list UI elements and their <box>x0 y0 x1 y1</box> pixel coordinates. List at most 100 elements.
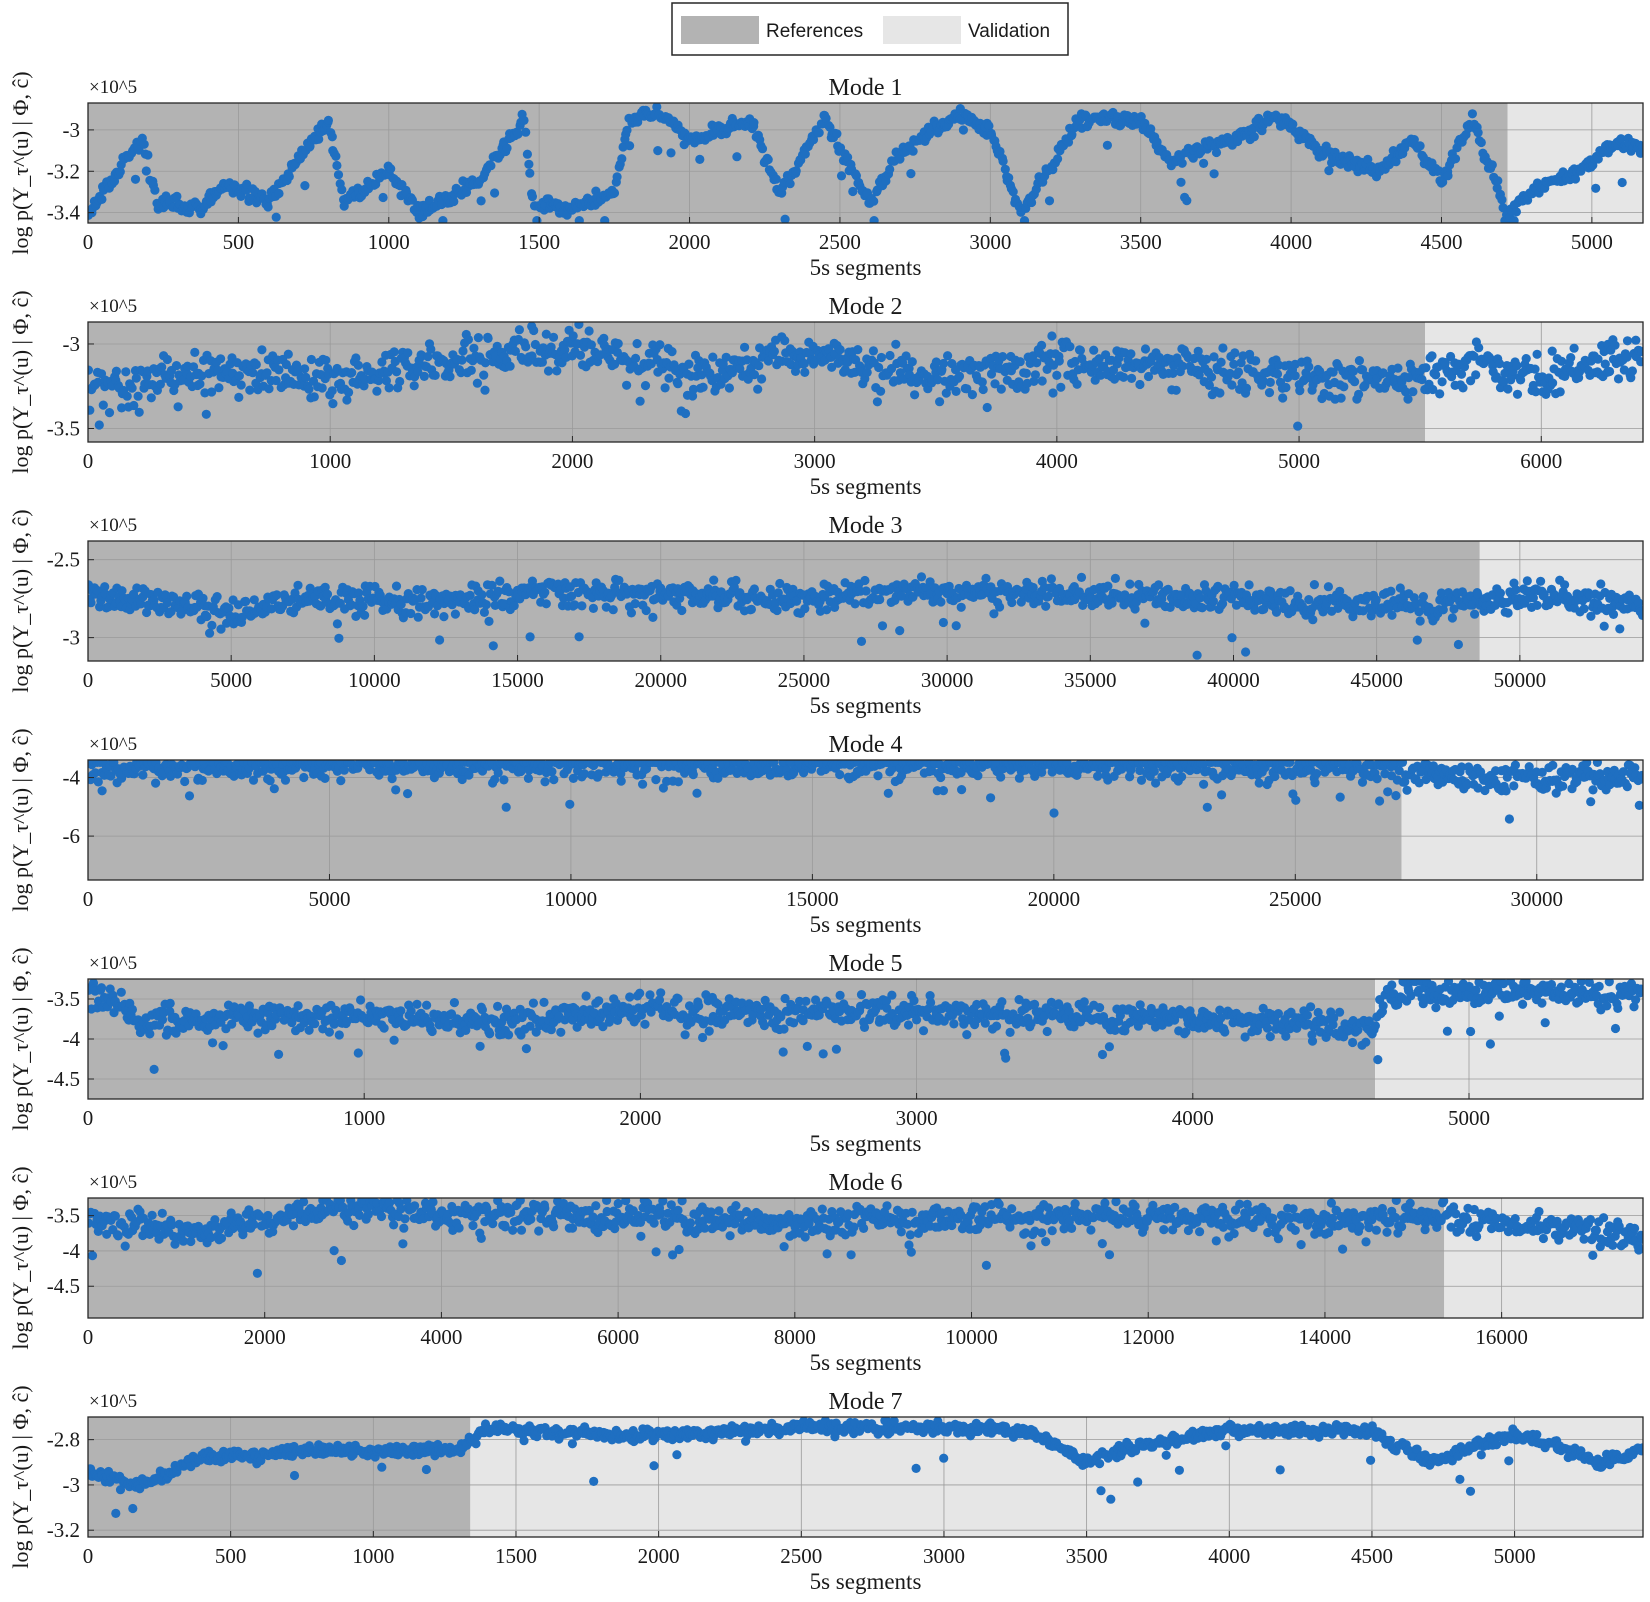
data-point <box>316 601 326 611</box>
data-point <box>1537 767 1547 778</box>
data-point <box>740 342 750 352</box>
data-point <box>577 601 587 611</box>
data-point <box>1323 582 1333 592</box>
data-point <box>530 339 541 350</box>
data-point <box>1102 140 1112 150</box>
data-point <box>115 167 125 177</box>
data-point <box>274 1049 284 1059</box>
data-point <box>614 575 624 586</box>
data-point <box>869 196 879 206</box>
data-point <box>493 768 503 778</box>
plot-frame <box>87 321 1644 443</box>
data-point <box>504 1030 514 1040</box>
data-point <box>1093 771 1103 781</box>
data-point <box>1435 389 1445 399</box>
data-point <box>162 354 172 365</box>
data-point <box>1065 342 1075 352</box>
data-point <box>1473 783 1483 793</box>
data-point <box>93 777 103 787</box>
data-point <box>274 365 284 375</box>
data-point <box>136 599 146 609</box>
data-point <box>1076 572 1087 583</box>
data-point <box>1348 612 1358 622</box>
data-point <box>876 352 887 363</box>
data-point <box>821 113 831 123</box>
data-point <box>933 375 943 385</box>
data-point <box>207 387 217 397</box>
data-point <box>612 347 623 357</box>
x-tick-label: 30000 <box>1511 887 1564 911</box>
data-point <box>403 789 413 799</box>
data-point <box>360 610 370 620</box>
data-point <box>381 376 391 386</box>
data-point <box>1473 590 1483 600</box>
data-point <box>116 987 126 997</box>
data-point <box>171 361 182 371</box>
data-point <box>1436 588 1446 598</box>
data-point <box>251 359 261 370</box>
data-point <box>1592 760 1602 767</box>
data-point <box>1572 777 1582 787</box>
data-point <box>450 609 460 619</box>
data-point <box>941 388 951 398</box>
data-point <box>419 371 429 381</box>
data-point <box>1354 356 1364 366</box>
plot-frame <box>87 102 1644 224</box>
data-point <box>1308 615 1318 625</box>
data-point <box>1047 331 1057 341</box>
x-tick-label: 20000 <box>1028 887 1081 911</box>
data-point <box>483 333 493 343</box>
data-point <box>1428 761 1438 771</box>
data-point <box>274 188 284 199</box>
x-tick-label: 3000 <box>969 230 1011 254</box>
data-point <box>522 149 533 159</box>
data-point <box>709 575 719 585</box>
data-point <box>556 1027 566 1037</box>
data-point <box>378 192 388 203</box>
data-point <box>1501 786 1511 796</box>
x-tick-label: 25000 <box>1269 887 1322 911</box>
y-tick-label: -3.5 <box>47 416 80 440</box>
data-point <box>1497 195 1507 205</box>
data-point <box>449 998 459 1008</box>
data-point <box>1258 376 1268 386</box>
data-point <box>339 765 349 775</box>
data-point <box>477 590 487 600</box>
data-point <box>1140 344 1151 354</box>
data-point <box>771 174 781 184</box>
data-point <box>677 605 687 616</box>
data-point <box>505 361 515 371</box>
data-point <box>584 326 594 336</box>
data-point <box>1417 374 1427 385</box>
data-point <box>1309 580 1319 590</box>
data-point <box>430 370 440 380</box>
data-point <box>1027 197 1037 208</box>
data-point <box>1476 137 1486 148</box>
data-point <box>344 387 354 397</box>
data-point <box>151 778 161 788</box>
data-point <box>1391 157 1401 167</box>
data-point <box>1453 639 1463 650</box>
data-point <box>1198 760 1208 770</box>
data-point <box>693 363 703 373</box>
data-point <box>1199 779 1209 789</box>
data-point <box>201 409 211 419</box>
data-point <box>763 155 773 165</box>
data-point <box>835 770 845 780</box>
data-point <box>424 195 434 205</box>
data-point <box>1462 780 1472 790</box>
data-point <box>996 384 1006 394</box>
data-point <box>594 769 604 779</box>
data-point <box>488 641 498 651</box>
data-point <box>936 772 946 783</box>
data-point <box>1285 586 1295 596</box>
data-point <box>1547 346 1557 356</box>
data-point <box>97 194 107 204</box>
data-point <box>280 775 291 785</box>
data-point <box>769 346 780 356</box>
data-point <box>1328 367 1338 377</box>
data-point <box>1532 600 1542 611</box>
data-point <box>1582 760 1592 768</box>
data-point <box>1618 767 1628 777</box>
data-point <box>406 608 416 619</box>
